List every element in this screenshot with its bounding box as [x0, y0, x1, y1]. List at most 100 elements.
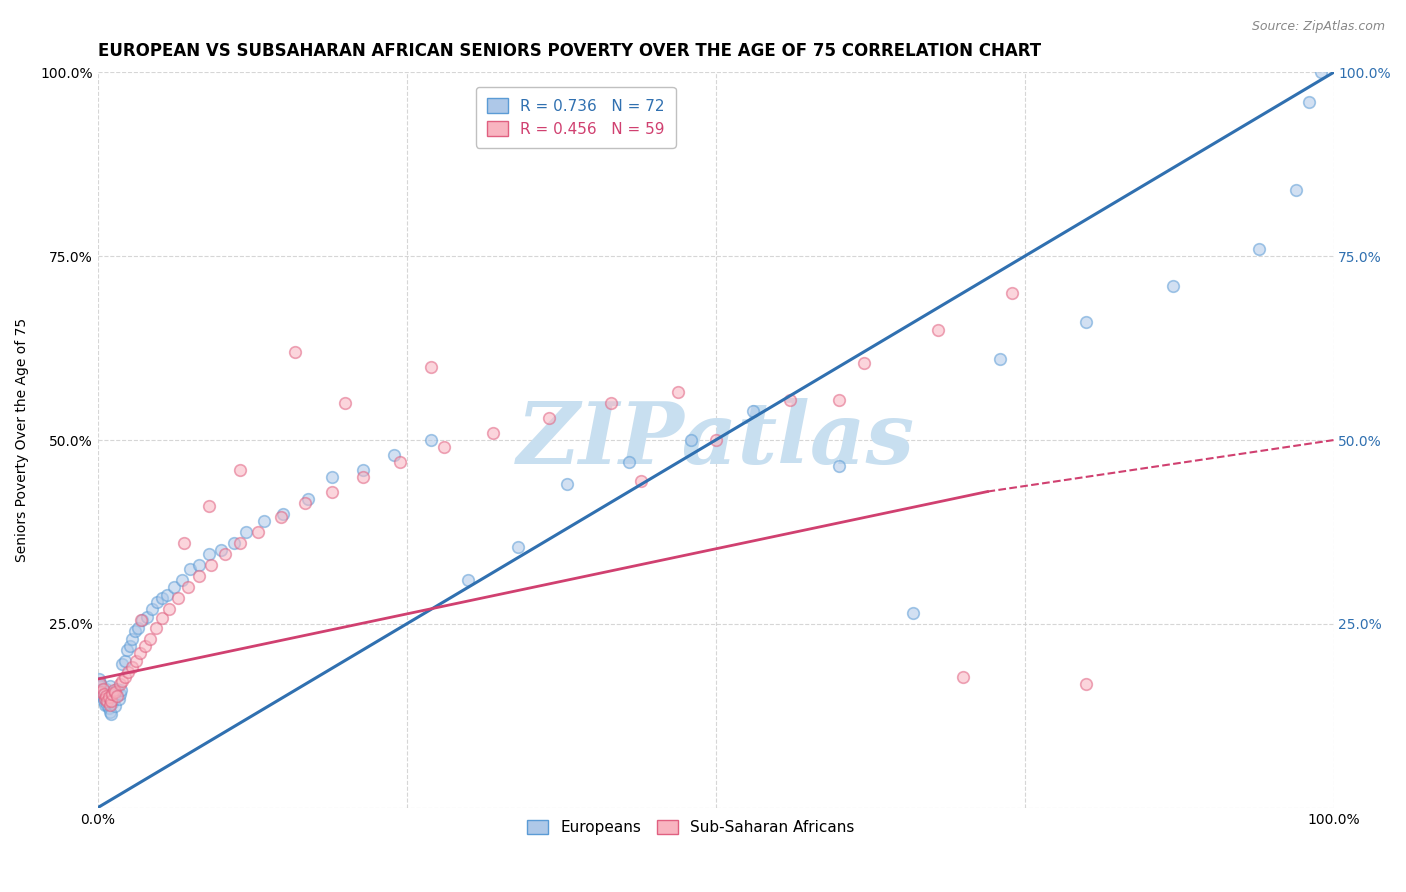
- Point: [704, 433, 727, 447]
- Point: [101, 696, 124, 710]
- Point: [104, 699, 127, 714]
- Point: [89, 680, 111, 694]
- Point: [433, 441, 456, 455]
- Point: [352, 470, 374, 484]
- Point: [98, 705, 121, 719]
- Point: [668, 385, 690, 400]
- Point: [136, 609, 159, 624]
- Point: [96, 681, 118, 696]
- Point: [163, 580, 186, 594]
- Point: [1310, 65, 1333, 79]
- Point: [114, 670, 136, 684]
- Point: [630, 474, 652, 488]
- Point: [111, 674, 134, 689]
- Point: [97, 701, 120, 715]
- Point: [97, 690, 120, 705]
- Point: [93, 687, 115, 701]
- Point: [145, 621, 167, 635]
- Point: [321, 484, 343, 499]
- Point: [173, 536, 195, 550]
- Point: [121, 659, 143, 673]
- Point: [382, 448, 405, 462]
- Point: [157, 602, 180, 616]
- Point: [91, 683, 114, 698]
- Point: [177, 580, 200, 594]
- Point: [141, 602, 163, 616]
- Point: [1076, 677, 1098, 691]
- Point: [103, 692, 125, 706]
- Point: [506, 540, 529, 554]
- Point: [457, 573, 479, 587]
- Legend: Europeans, Sub-Saharan Africans: Europeans, Sub-Saharan Africans: [517, 810, 863, 844]
- Point: [96, 692, 118, 706]
- Point: [108, 687, 131, 701]
- Point: [90, 687, 112, 701]
- Point: [138, 632, 160, 646]
- Point: [118, 639, 141, 653]
- Point: [952, 670, 974, 684]
- Point: [103, 683, 125, 698]
- Point: [91, 690, 114, 705]
- Text: ZIPatlas: ZIPatlas: [516, 399, 915, 482]
- Point: [209, 543, 232, 558]
- Point: [90, 684, 112, 698]
- Point: [111, 657, 134, 672]
- Point: [222, 536, 245, 550]
- Point: [134, 639, 156, 653]
- Point: [333, 396, 356, 410]
- Point: [179, 562, 201, 576]
- Point: [828, 458, 851, 473]
- Point: [170, 573, 193, 587]
- Point: [94, 698, 117, 712]
- Point: [284, 344, 307, 359]
- Point: [1161, 278, 1184, 293]
- Point: [98, 698, 121, 712]
- Point: [104, 684, 127, 698]
- Point: [100, 694, 122, 708]
- Point: [105, 689, 128, 703]
- Point: [101, 687, 124, 701]
- Point: [187, 569, 209, 583]
- Point: [150, 591, 173, 606]
- Point: [599, 396, 621, 410]
- Point: [389, 455, 412, 469]
- Point: [127, 621, 149, 635]
- Point: [741, 403, 763, 417]
- Point: [927, 323, 949, 337]
- Point: [482, 425, 505, 440]
- Point: [156, 587, 179, 601]
- Point: [198, 547, 221, 561]
- Y-axis label: Seniors Poverty Over the Age of 75: Seniors Poverty Over the Age of 75: [15, 318, 30, 562]
- Point: [247, 524, 270, 539]
- Point: [214, 547, 236, 561]
- Point: [110, 683, 132, 698]
- Point: [828, 392, 851, 407]
- Point: [90, 683, 112, 698]
- Point: [97, 689, 120, 703]
- Point: [150, 611, 173, 625]
- Point: [121, 632, 143, 646]
- Point: [537, 411, 560, 425]
- Point: [94, 687, 117, 701]
- Point: [105, 687, 128, 701]
- Point: [555, 477, 578, 491]
- Point: [198, 500, 221, 514]
- Point: [124, 624, 146, 639]
- Point: [117, 665, 139, 679]
- Point: [229, 462, 252, 476]
- Point: [94, 692, 117, 706]
- Point: [105, 681, 128, 696]
- Point: [1285, 183, 1308, 197]
- Point: [271, 507, 294, 521]
- Point: [117, 642, 139, 657]
- Point: [89, 677, 111, 691]
- Point: [96, 689, 118, 703]
- Point: [96, 694, 118, 708]
- Point: [146, 595, 169, 609]
- Point: [200, 558, 222, 573]
- Point: [128, 646, 150, 660]
- Point: [352, 462, 374, 476]
- Point: [167, 591, 190, 606]
- Point: [108, 677, 131, 691]
- Point: [1001, 286, 1024, 301]
